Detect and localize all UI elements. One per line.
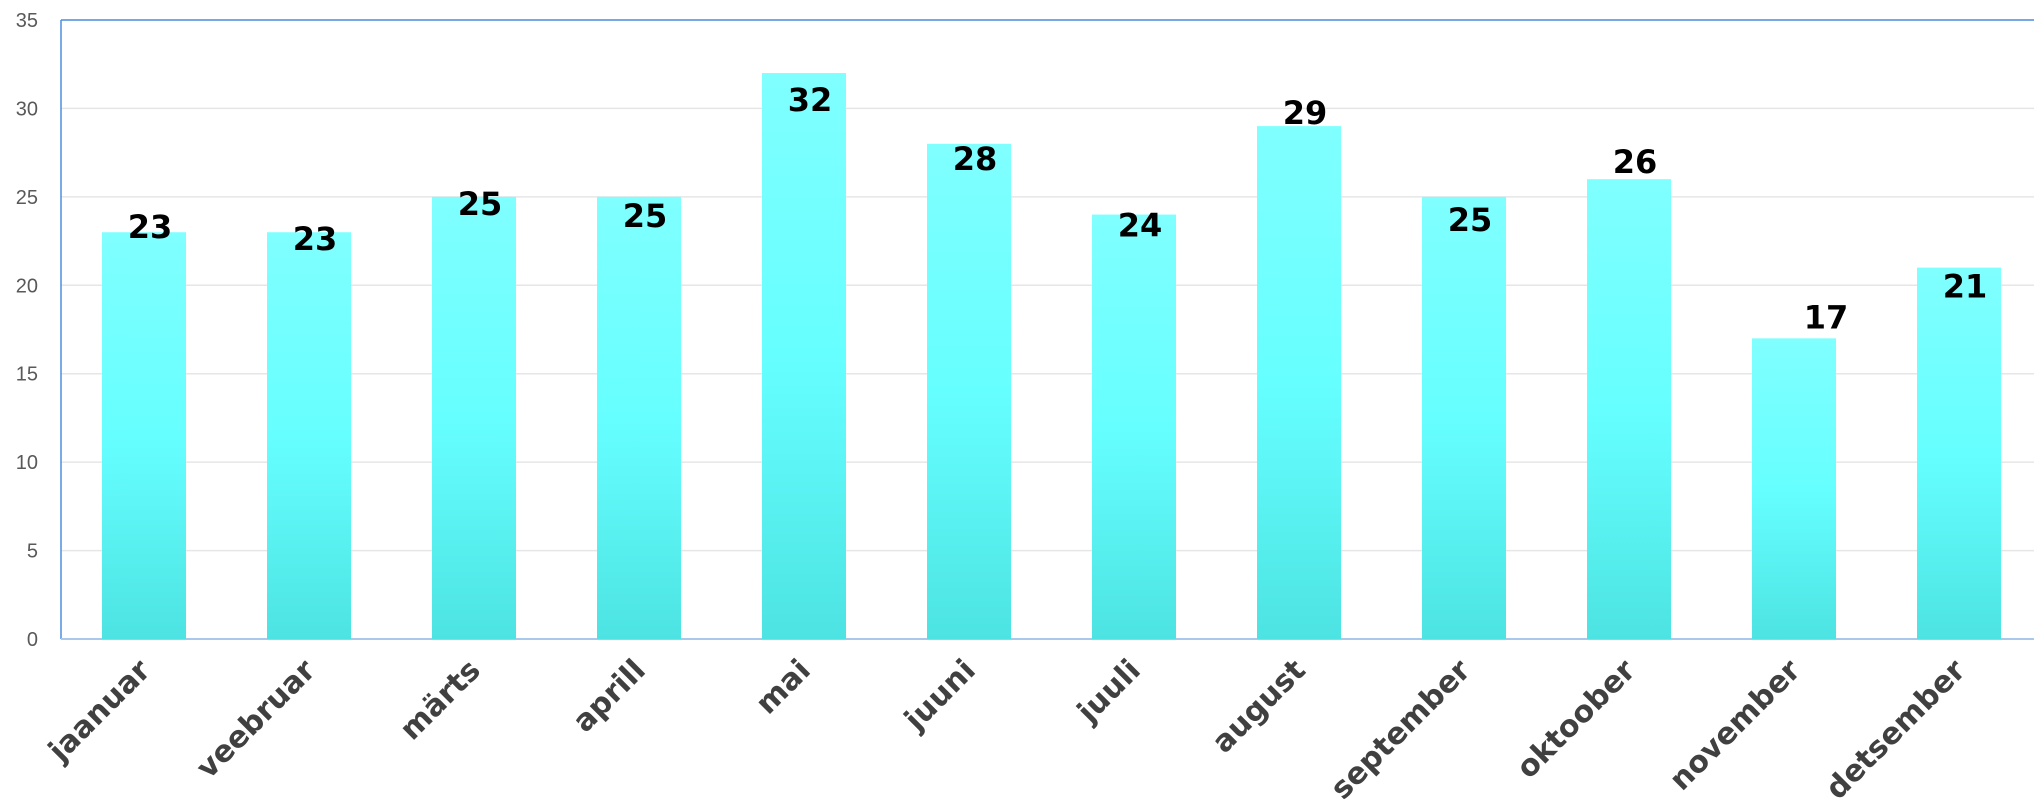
y-tick-label: 0: [27, 629, 38, 651]
x-category-labels: jaanuar veebruar märts aprill mai juuni juuli a…: [41, 653, 1972, 807]
bar-november: [1752, 338, 1836, 639]
x-category-label: november: [1663, 653, 1808, 798]
data-label: 25: [1448, 201, 1493, 239]
data-label: 23: [128, 208, 173, 246]
x-category-label: juuni: [897, 653, 982, 738]
y-tick-label: 25: [16, 187, 38, 209]
data-label: 24: [1118, 207, 1163, 245]
x-category-label: juuli: [1070, 653, 1147, 730]
bar-juuni: [927, 143, 1011, 640]
data-label: 25: [458, 185, 503, 223]
x-category-label: detsember: [1819, 653, 1973, 807]
y-tick-label: 20: [16, 275, 38, 297]
bar-jaanuar: [102, 232, 186, 639]
x-category-label: september: [1324, 653, 1478, 807]
bar-september: [1422, 196, 1506, 639]
y-tick-label: 30: [16, 98, 38, 120]
bars: [102, 73, 2001, 640]
bar-mai: [762, 73, 846, 640]
x-category-label: aprill: [566, 653, 653, 740]
bar-august: [1257, 126, 1341, 640]
bar-juuli: [1092, 214, 1176, 640]
x-category-label: mai: [749, 653, 817, 721]
data-label: 25: [623, 197, 668, 235]
bar-märts: [432, 196, 516, 639]
data-label: 17: [1804, 298, 1849, 336]
y-tick-label: 35: [16, 10, 38, 32]
x-category-label: oktoober: [1510, 653, 1643, 786]
data-label: 29: [1283, 94, 1328, 132]
bar-veebruar: [267, 232, 351, 639]
data-label: 23: [293, 220, 338, 258]
data-label: 26: [1613, 143, 1658, 181]
axes: [60, 19, 2034, 640]
x-category-label: august: [1205, 653, 1312, 760]
gridlines: [61, 19, 2034, 552]
bar-oktoober: [1587, 179, 1671, 639]
bar-detsember: [1917, 267, 2001, 639]
y-tick-label: 5: [27, 541, 38, 563]
data-label: 21: [1943, 268, 1988, 306]
data-label: 28: [953, 140, 998, 178]
data-label: 32: [788, 81, 833, 119]
y-tick-label: 15: [16, 364, 38, 386]
data-labels: 23 23 25 25 32 28 24 29 25 26 17 21: [128, 81, 1988, 336]
y-tick-labels: 0 5 10 15 20 25 30 35: [16, 10, 38, 651]
x-category-label: märts: [393, 653, 487, 747]
x-category-label: jaanuar: [41, 653, 157, 769]
y-tick-label: 10: [16, 452, 38, 474]
x-category-label: veebruar: [190, 653, 323, 786]
bar-aprill: [597, 196, 681, 639]
